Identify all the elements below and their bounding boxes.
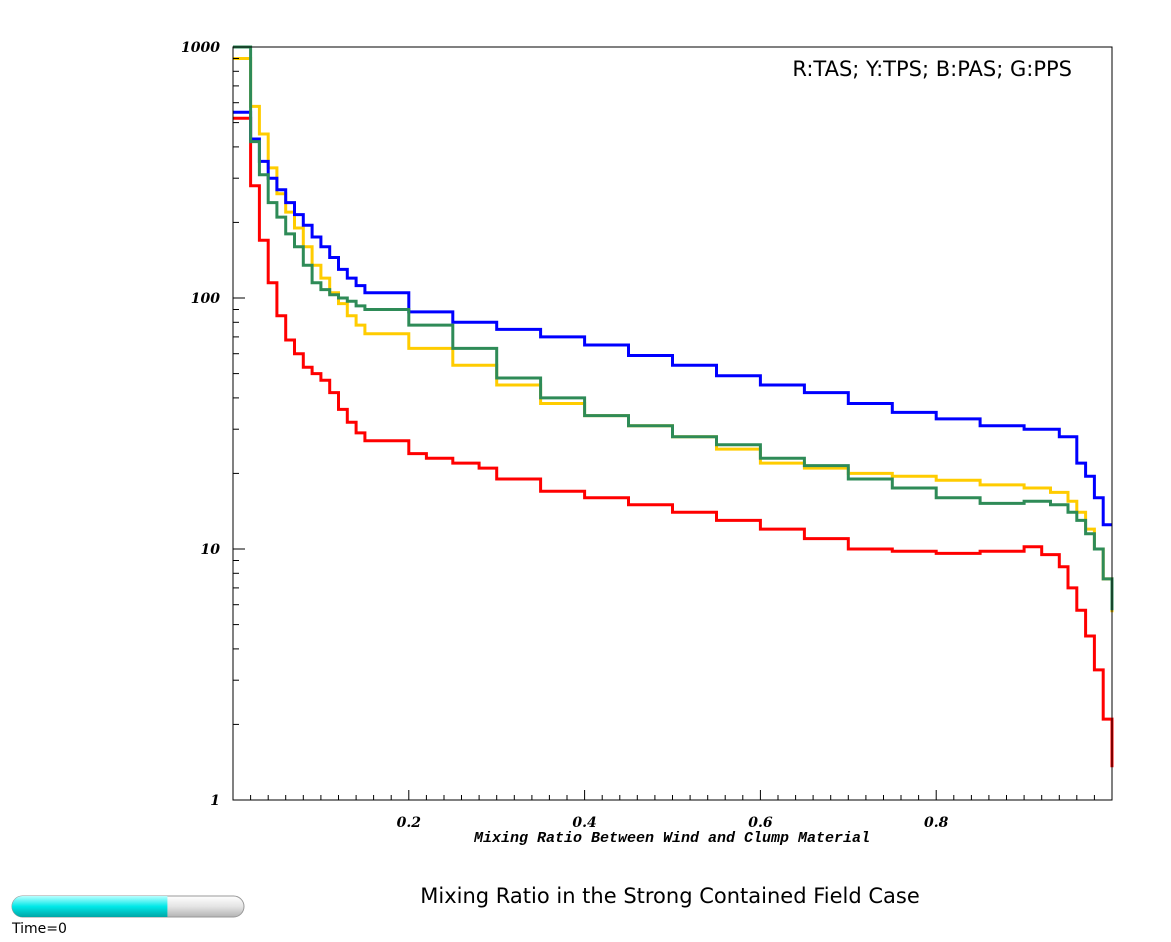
series-line-0	[233, 116, 1114, 768]
x-axis-label: Mixing Ratio Between Wind and Clump Mate…	[473, 830, 870, 847]
series-line-3	[233, 45, 1114, 611]
legend-text: R:TAS; Y:TPS; B:PAS; G:PPS	[792, 57, 1072, 81]
y-tick-label: 10	[201, 542, 221, 558]
x-tick-label: 0.2	[397, 815, 422, 831]
y-tick-label: 100	[191, 291, 220, 307]
x-tick-label: 0.6	[748, 815, 773, 831]
chart-title: Mixing Ratio in the Strong Contained Fie…	[420, 884, 920, 908]
ticks-layer	[233, 58, 1095, 800]
progress-fill	[12, 896, 168, 917]
y-tick-label: 1	[210, 793, 220, 809]
x-tick-label: 0.8	[924, 815, 949, 831]
series-line-2	[233, 110, 1112, 527]
x-tick-label: 0.4	[572, 815, 596, 831]
time-label: Time=0	[11, 921, 67, 937]
labels-layer: 0.2 0.4 0.6 0.8 1 10 100 1000	[181, 40, 949, 831]
time-progress-bar	[11, 895, 245, 918]
series-layer	[233, 45, 1114, 768]
y-tick-label: 1000	[181, 40, 220, 56]
